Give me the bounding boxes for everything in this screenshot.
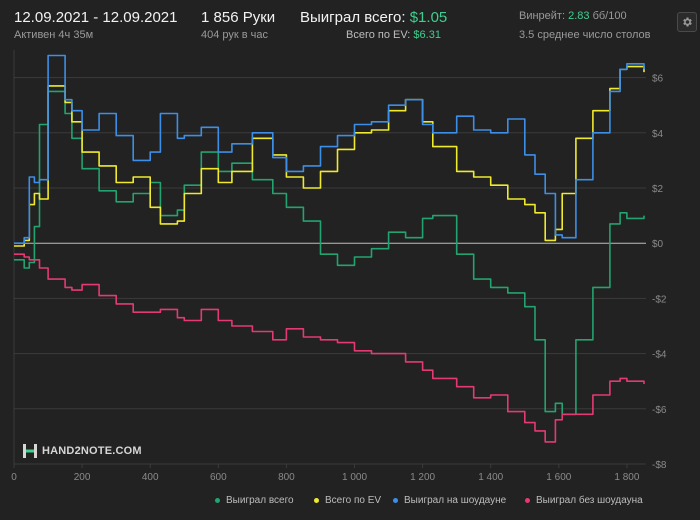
- legend-dot-icon: [215, 498, 220, 503]
- y-tick-label: $2: [652, 184, 664, 195]
- x-tick-label: 0: [11, 472, 17, 483]
- legend-item-non-showdown[interactable]: Выиграл без шоудауна: [525, 495, 643, 506]
- settings-button[interactable]: [677, 12, 697, 32]
- legend-label: Всего по EV: [325, 495, 382, 506]
- non-showdown-line[interactable]: [14, 253, 645, 443]
- x-tick-label: 600: [210, 472, 227, 483]
- legend-dot-icon: [314, 498, 319, 503]
- date-range: 12.09.2021 - 12.09.2021: [14, 9, 178, 26]
- hand2note-logo-icon: [23, 444, 37, 458]
- ev-label: Всего по EV:: [346, 29, 411, 41]
- y-tick-label: -$8: [652, 460, 667, 471]
- won-total-value: $1.05: [409, 9, 448, 26]
- winrate-unit: бб/100: [592, 10, 627, 22]
- logo: HAND2NOTE.COM: [22, 443, 142, 459]
- x-tick-label: 800: [278, 472, 295, 483]
- logo-text: HAND2NOTE.COM: [42, 445, 142, 457]
- stats-header: 12.09.2021 - 12.09.2021 Активен 4ч 35м 1…: [0, 0, 700, 50]
- balance-chart[interactable]: $6 $4 $2 $0 -$2 -$4 -$6 -$8 0 200 400 600 800 1 000 1 …: [0, 50, 700, 490]
- x-tick-label: 1 200: [410, 472, 435, 483]
- legend-dot-icon: [525, 498, 530, 503]
- x-tick-label: 1 600: [546, 472, 571, 483]
- gear-icon: [683, 17, 692, 27]
- legend-label: Выиграл без шоудауна: [536, 495, 643, 506]
- winrate-value: 2.83: [568, 10, 590, 22]
- showdown-line[interactable]: [14, 54, 645, 244]
- active-time: Активен 4ч 35м: [14, 29, 94, 41]
- x-tick-label: 200: [74, 472, 91, 483]
- y-tick-label: $4: [652, 129, 664, 140]
- ev-value: $6.31: [413, 29, 441, 41]
- y-tick-label: -$4: [652, 350, 667, 361]
- hands-per-hour: 404 рук в час: [201, 29, 269, 41]
- ev-line[interactable]: [14, 65, 645, 247]
- x-tick-label: 1 800: [614, 472, 639, 483]
- x-tick-label: 1 000: [342, 472, 367, 483]
- legend-label: Выиграл на шоудауне: [404, 495, 507, 506]
- legend-item-showdown[interactable]: Выиграл на шоудауне: [393, 495, 506, 506]
- legend-label: Выиграл всего: [226, 495, 294, 506]
- x-tick-label: 1 400: [478, 472, 503, 483]
- ev-total: Всего по EV: $6.31: [346, 29, 441, 41]
- y-tick-label: $0: [652, 239, 664, 250]
- y-tick-label: -$6: [652, 405, 667, 416]
- won-total: Выиграл всего: $1.05: [300, 9, 447, 26]
- avg-tables: 3.5 среднее число столов: [519, 29, 651, 41]
- legend-item-won-total[interactable]: Выиграл всего: [215, 495, 294, 506]
- x-tick-label: 400: [142, 472, 159, 483]
- legend-item-ev[interactable]: Всего по EV: [314, 495, 381, 506]
- y-tick-label: -$2: [652, 294, 667, 305]
- won-total-label: Выиграл всего:: [300, 9, 406, 26]
- chart-legend: Выиграл всего Всего по EV Выиграл на шоуда…: [0, 495, 700, 509]
- legend-dot-icon: [393, 498, 398, 503]
- hands-count: 1 856 Руки: [201, 9, 276, 26]
- y-tick-label: $6: [652, 74, 664, 85]
- winrate-label: Винрейт:: [519, 10, 566, 22]
- won-total-line[interactable]: [14, 90, 645, 416]
- winrate: Винрейт: 2.83 бб/100: [519, 10, 627, 22]
